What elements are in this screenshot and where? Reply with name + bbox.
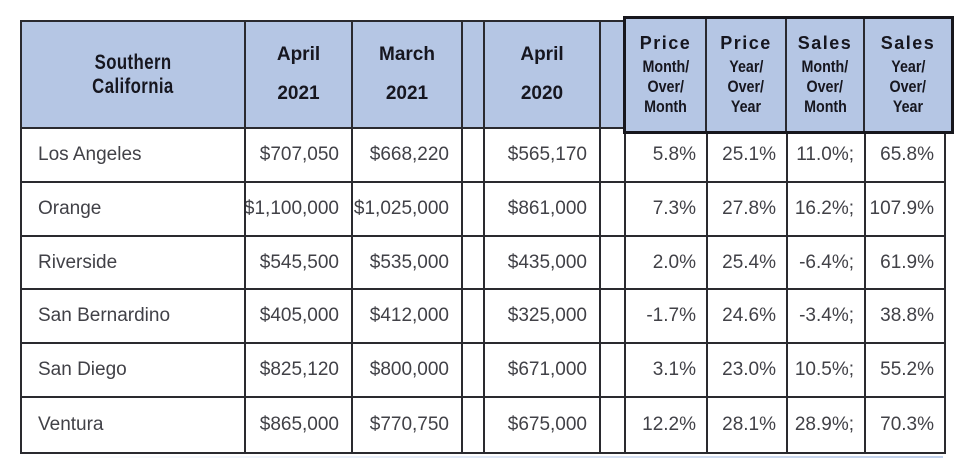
header-march-2021: March 2021 xyxy=(353,22,463,129)
pct-cell: 16.2%; xyxy=(788,182,866,237)
pct-cell: 28.9%; xyxy=(788,398,866,452)
pct-cell: 107.9% xyxy=(866,183,944,237)
header-april-2021: April 2021 xyxy=(246,22,353,129)
pct-cell: 55.2% xyxy=(866,344,944,399)
pct-group-header: Price Month/ Over/ Month Price Year/ Ove… xyxy=(623,16,954,134)
price-cell: $1,025,000 xyxy=(353,182,463,237)
pct-cell: 24.6% xyxy=(708,290,788,345)
price-cell: $865,000 xyxy=(246,398,353,452)
region-cell: Ventura xyxy=(22,398,246,452)
spacer-cell xyxy=(601,344,626,399)
spacer-cell xyxy=(601,398,626,452)
pct-cell: 38.8% xyxy=(866,290,944,345)
price-cell: $325,000 xyxy=(485,290,601,345)
header-region: Southern California xyxy=(22,22,246,129)
header-sales-yoy: Sales Year/ Over/ Year xyxy=(880,33,936,116)
price-cell: $671,000 xyxy=(485,344,601,399)
spacer-cell xyxy=(463,182,485,237)
pct-cell: 27.8% xyxy=(708,182,788,237)
price-cell: $770,750 xyxy=(353,398,463,452)
pct-cell: 11.0%; xyxy=(788,129,866,183)
pct-cell: 10.5%; xyxy=(788,344,866,399)
pct-cell: 5.8% xyxy=(626,129,708,183)
pct-cell: 70.3% xyxy=(880,414,934,436)
page-bottom-accent xyxy=(21,456,943,458)
pct-cell: 25.1% xyxy=(708,129,788,183)
price-cell: $535,000 xyxy=(353,236,463,291)
pct-cell: 25.4% xyxy=(708,236,788,291)
spacer-cell xyxy=(463,398,485,452)
pct-cell: 65.8% xyxy=(866,129,944,183)
spacer-cell xyxy=(463,290,485,345)
price-cell: $707,050 xyxy=(246,129,353,183)
price-cell: $412,000 xyxy=(353,290,463,345)
pct-cell: 12.2% xyxy=(626,398,708,452)
region-cell: San Bernardino xyxy=(22,290,246,345)
price-cell: $861,000 xyxy=(485,182,601,237)
pct-cell: 3.1% xyxy=(626,344,708,399)
spacer-cell xyxy=(601,236,626,291)
price-cell: $405,000 xyxy=(246,290,353,345)
price-cell: $435,000 xyxy=(485,236,601,291)
housing-data-table: Southern California April 2021 March 202… xyxy=(20,16,954,454)
price-cell: $1,100,000 xyxy=(246,182,353,237)
pct-cell: 7.3% xyxy=(626,182,708,237)
header-price-mom: Price Month/ Over/ Month xyxy=(626,19,707,131)
price-cell: $825,120 xyxy=(246,344,353,399)
pct-cell: 23.0% xyxy=(708,344,788,399)
price-cell: $800,000 xyxy=(353,344,463,399)
header-region-line1: Southern xyxy=(94,50,172,74)
region-cell: San Diego xyxy=(22,344,246,399)
pct-cell: 2.0% xyxy=(626,236,708,291)
region-cell: Riverside xyxy=(22,236,246,291)
spacer-cell xyxy=(463,236,485,291)
price-cell: $545,500 xyxy=(246,236,353,291)
region-cell: Los Angeles xyxy=(22,129,246,183)
pct-cell: 28.1% xyxy=(708,398,788,452)
region-cell: Orange xyxy=(22,182,246,237)
header-sales-mom: Sales Month/ Over/ Month xyxy=(787,19,865,131)
spacer-cell xyxy=(601,182,626,237)
spacer-cell xyxy=(601,290,626,345)
header-price-yoy: Price Year/ Over/ Year xyxy=(707,19,787,131)
spacer-cell xyxy=(601,129,626,183)
spacer-cell xyxy=(463,344,485,399)
price-cell: $668,220 xyxy=(353,129,463,183)
pct-cell: 61.9% xyxy=(866,237,944,291)
price-cell: $675,000 xyxy=(485,398,601,452)
price-cell: $565,170 xyxy=(485,129,601,183)
header-april-2020: April 2020 xyxy=(485,22,601,129)
spacer-cell xyxy=(463,129,485,183)
pct-cell: -6.4%; xyxy=(788,236,866,291)
pct-cell: -3.4%; xyxy=(788,290,866,345)
header-region-line2: California xyxy=(92,74,174,98)
pct-cell: -1.7% xyxy=(626,290,708,345)
header-spacer-1 xyxy=(463,22,485,129)
